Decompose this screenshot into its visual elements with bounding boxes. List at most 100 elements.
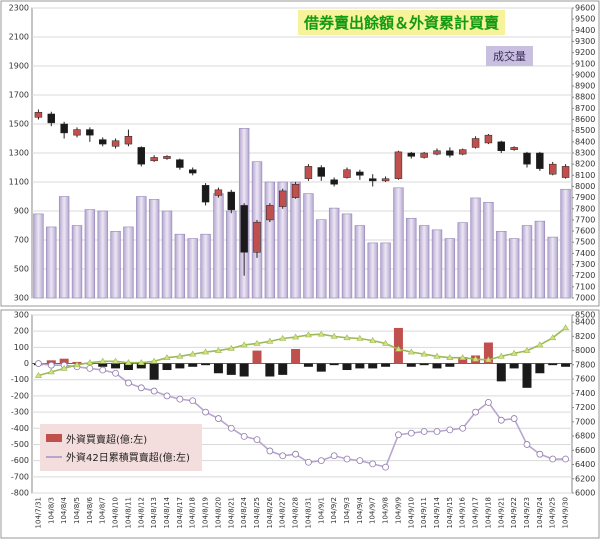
y2-tick-label: 7800 bbox=[575, 204, 595, 213]
x-tick-label: 104/9/1 bbox=[317, 497, 325, 524]
x-tick-label: 104/8/14 bbox=[163, 496, 171, 528]
marker bbox=[86, 364, 94, 372]
candle-body bbox=[356, 171, 364, 176]
marker bbox=[562, 455, 569, 463]
bar bbox=[445, 363, 455, 367]
candle-body bbox=[137, 147, 146, 165]
y-tick-label: -500 bbox=[11, 440, 29, 449]
bar bbox=[535, 363, 545, 374]
y-tick-label: 200 bbox=[14, 327, 29, 336]
marker bbox=[484, 356, 492, 363]
marker bbox=[472, 408, 479, 416]
x-tick-label: 104/8/7 bbox=[99, 497, 107, 524]
volume-bar bbox=[483, 202, 494, 299]
volume-bar bbox=[406, 217, 417, 299]
volume-bar bbox=[560, 188, 571, 299]
marker bbox=[189, 350, 197, 357]
volume-bar bbox=[213, 193, 224, 299]
volume-bar bbox=[534, 220, 546, 299]
bar bbox=[291, 348, 301, 364]
candle-body bbox=[150, 157, 158, 162]
marker bbox=[124, 359, 132, 366]
marker bbox=[510, 415, 518, 422]
candle-body bbox=[330, 179, 338, 185]
volume-bar bbox=[367, 242, 378, 299]
bar bbox=[162, 363, 172, 371]
marker bbox=[420, 350, 428, 357]
volume-bar bbox=[148, 199, 160, 299]
bar bbox=[496, 363, 506, 382]
bar bbox=[252, 350, 262, 364]
volume-bar bbox=[431, 229, 443, 299]
volume-bar bbox=[58, 196, 70, 299]
bar bbox=[381, 363, 391, 367]
x-tick-label: 104/9/18 bbox=[484, 497, 492, 528]
marker bbox=[394, 345, 402, 352]
bar bbox=[509, 363, 519, 369]
candle-body bbox=[227, 191, 236, 211]
candle-body bbox=[73, 129, 81, 136]
marker bbox=[523, 441, 531, 448]
marker bbox=[446, 426, 454, 434]
candle-body bbox=[47, 113, 56, 124]
bar bbox=[278, 363, 288, 375]
marker bbox=[395, 431, 402, 439]
candle-body bbox=[253, 221, 261, 253]
y2-tick-label: 6600 bbox=[575, 446, 595, 455]
volume-bar bbox=[277, 181, 288, 299]
marker bbox=[202, 348, 210, 355]
marker bbox=[99, 357, 107, 364]
marker bbox=[485, 398, 492, 406]
y2-tick-label: 9000 bbox=[575, 70, 595, 79]
x-tick-label: 104/8/12 bbox=[137, 497, 145, 528]
y2-tick-label: 8500 bbox=[575, 126, 595, 135]
volume-bar bbox=[496, 231, 507, 299]
x-tick-label: 104/8/3 bbox=[47, 497, 55, 524]
y2-tick-label: 6800 bbox=[575, 432, 595, 441]
x-tick-label: 104/8/28 bbox=[292, 497, 300, 528]
y2-tick-label: 9500 bbox=[575, 15, 595, 24]
x-tick-label: 104/9/7 bbox=[369, 497, 377, 524]
marker bbox=[305, 458, 312, 466]
y-tick-label: 100 bbox=[14, 343, 29, 352]
y-tick-label: 1500 bbox=[9, 120, 29, 129]
marker bbox=[227, 344, 235, 351]
marker bbox=[356, 457, 364, 465]
candle-body bbox=[420, 152, 428, 158]
marker bbox=[163, 392, 171, 400]
marker bbox=[112, 357, 120, 364]
y-tick-label: -400 bbox=[11, 424, 29, 433]
legend-entry: 外資42日累積買賣超(億:左) bbox=[46, 449, 196, 464]
marker bbox=[215, 415, 222, 422]
marker bbox=[189, 397, 197, 405]
y-tick-label: -700 bbox=[11, 472, 29, 481]
x-tick-label: 104/8/4 bbox=[60, 496, 68, 524]
candle-body bbox=[163, 156, 171, 159]
y2-tick-label: 8500 bbox=[575, 311, 595, 320]
volume-bar bbox=[187, 238, 198, 299]
marker bbox=[356, 334, 364, 341]
candle-body bbox=[484, 134, 493, 144]
bar bbox=[136, 363, 146, 369]
x-tick-label: 104/8/11 bbox=[124, 497, 132, 528]
bar bbox=[483, 342, 493, 364]
marker bbox=[266, 337, 274, 344]
marker bbox=[433, 428, 441, 435]
marker bbox=[253, 339, 261, 346]
marker bbox=[549, 455, 557, 463]
x-tick-label: 104/9/30 bbox=[562, 497, 570, 528]
volume-bar bbox=[547, 236, 558, 299]
volume-bar bbox=[380, 242, 391, 299]
y2-tick-label: 7400 bbox=[575, 249, 595, 258]
candle-body bbox=[407, 152, 416, 157]
marker bbox=[330, 452, 338, 460]
y-tick-label: 700 bbox=[14, 236, 29, 245]
y-tick-label: 1100 bbox=[9, 178, 29, 187]
marker bbox=[240, 432, 248, 440]
volume-bar bbox=[136, 196, 147, 299]
marker bbox=[279, 452, 287, 460]
x-tick-label: 104/8/26 bbox=[266, 496, 274, 528]
x-tick-label: 104/9/11 bbox=[420, 497, 428, 528]
candle-body bbox=[201, 185, 210, 203]
